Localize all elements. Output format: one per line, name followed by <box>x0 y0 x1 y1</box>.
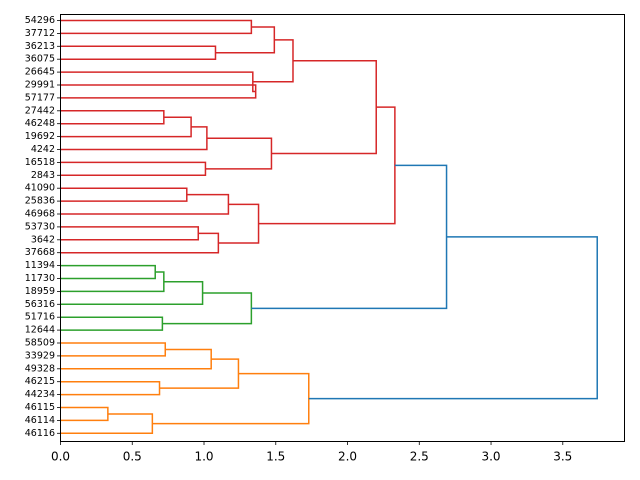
link-m29 <box>60 406 109 422</box>
link-m12 <box>271 60 377 155</box>
leaf-label: 54296 <box>25 15 55 26</box>
link-m24 <box>251 164 448 310</box>
leaf-label: 16518 <box>25 157 55 168</box>
link-m22 <box>60 316 164 331</box>
link-m3 <box>215 26 276 54</box>
x-axis: 0.0 0.5 1.0 1.5 2.0 2.5 3.0 3.5 <box>51 441 572 464</box>
x-tick-label: 3.0 <box>481 450 500 464</box>
link-m18 <box>258 106 396 225</box>
link-m1 <box>60 19 253 35</box>
leaf-label: 18959 <box>25 286 55 297</box>
leaf-label: 41090 <box>25 183 55 194</box>
link-m16 <box>60 232 220 254</box>
link-m2 <box>60 45 217 60</box>
link-m4 <box>60 84 257 99</box>
x-tick-label: 0.0 <box>51 450 70 464</box>
leaf-label: 46968 <box>25 209 55 220</box>
leaf-label: 11730 <box>25 273 55 284</box>
x-tick-label: 2.0 <box>338 450 357 464</box>
link-m17 <box>218 203 260 244</box>
leaf-label: 46215 <box>25 376 55 387</box>
leaf-label: 56316 <box>25 299 55 310</box>
plot-frame <box>60 14 625 442</box>
leaf-label: 26645 <box>25 67 55 78</box>
leaf-label: 51716 <box>25 312 55 323</box>
link-m10 <box>60 161 207 177</box>
leaf-label: 44234 <box>25 389 55 400</box>
link-m14 <box>60 193 230 215</box>
link-m21 <box>60 280 204 306</box>
dendrogram-links <box>60 19 598 435</box>
link-m23 <box>162 292 253 325</box>
link-m8 <box>60 116 192 138</box>
leaf-label: 57177 <box>25 92 55 103</box>
link-m27 <box>60 380 161 396</box>
link-m30 <box>60 413 154 435</box>
link-m9 <box>60 126 208 151</box>
link-m5 <box>60 71 256 93</box>
x-tick-label: 3.5 <box>553 450 572 464</box>
link-m25 <box>60 342 167 357</box>
leaf-label: 12644 <box>25 325 55 336</box>
x-tick-label: 2.5 <box>410 450 429 464</box>
leaf-label: 46116 <box>25 428 55 439</box>
leaf-label: 11394 <box>25 260 55 271</box>
leaf-label: 58509 <box>25 338 55 349</box>
leaf-label: 49328 <box>25 363 55 374</box>
leaf-label: 2843 <box>31 170 55 181</box>
leaf-label: 46248 <box>25 118 55 129</box>
x-tick-label: 0.5 <box>123 450 142 464</box>
leaf-label: 25836 <box>25 196 55 207</box>
leaf-label: 29991 <box>25 80 55 91</box>
link-m28 <box>159 358 240 389</box>
x-tick-label: 1.5 <box>266 450 285 464</box>
link-m6 <box>252 39 294 83</box>
leaf-label: 46114 <box>25 415 55 426</box>
x-tick-label: 1.0 <box>194 450 213 464</box>
leaf-label: 46115 <box>25 402 55 413</box>
leaf-label: 19692 <box>25 131 55 142</box>
link-m11 <box>205 137 273 170</box>
leaf-label: 53730 <box>25 221 55 232</box>
leaf-label: 37712 <box>25 28 55 39</box>
link-m15 <box>60 226 200 241</box>
leaf-label: 37668 <box>25 247 55 258</box>
link-m13 <box>60 187 188 202</box>
link-m19 <box>60 264 156 280</box>
link-m32 <box>308 236 598 400</box>
leaf-label: 36213 <box>25 41 55 52</box>
link-m7 <box>60 110 165 125</box>
leaf-label: 27442 <box>25 105 55 116</box>
link-m26 <box>60 348 212 370</box>
leaf-label: 33929 <box>25 350 55 361</box>
leaf-label: 36075 <box>25 54 55 65</box>
link-m31 <box>152 372 310 425</box>
link-m20 <box>60 271 165 293</box>
leaf-label: 4242 <box>31 144 55 155</box>
leaf-label: 3642 <box>31 234 55 245</box>
